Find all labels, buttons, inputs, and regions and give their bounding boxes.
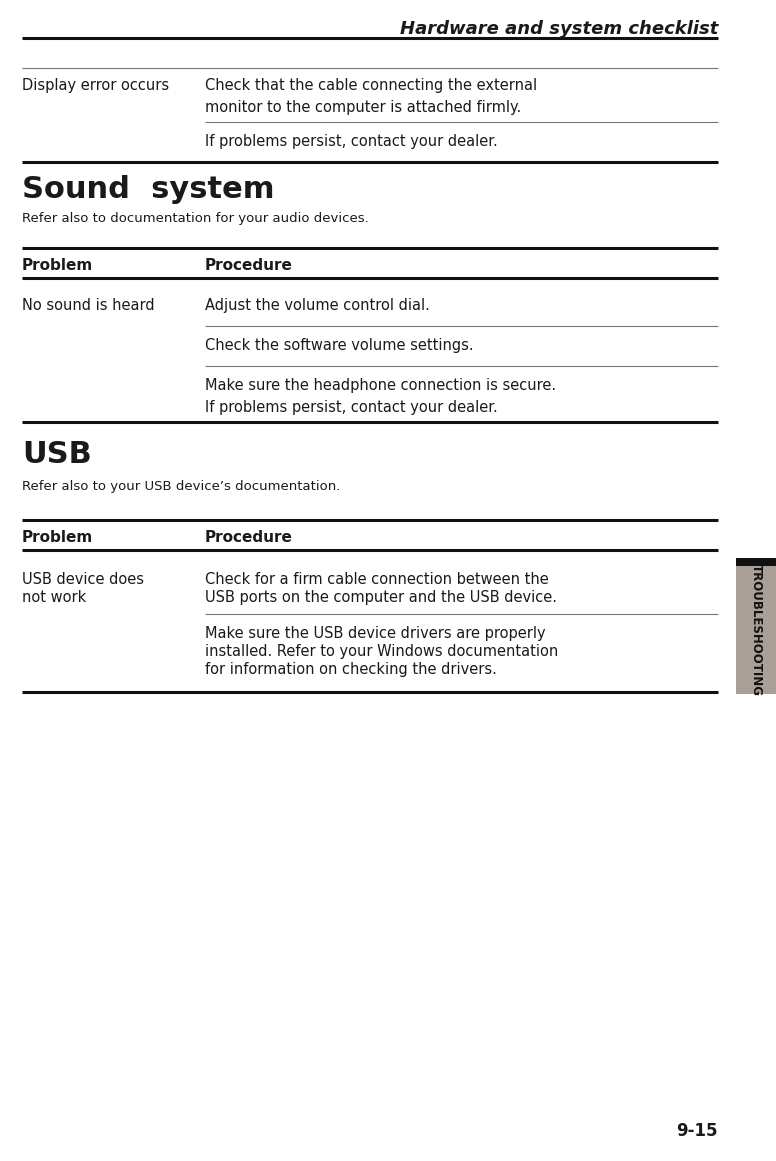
Text: installed. Refer to your Windows documentation: installed. Refer to your Windows documen…: [205, 644, 558, 659]
Text: USB: USB: [22, 440, 92, 469]
Text: USB device does: USB device does: [22, 572, 144, 587]
Text: Procedure: Procedure: [205, 258, 293, 273]
Text: If problems persist, contact your dealer.: If problems persist, contact your dealer…: [205, 401, 497, 414]
Text: Problem: Problem: [22, 258, 93, 273]
Text: Check the software volume settings.: Check the software volume settings.: [205, 338, 473, 353]
Bar: [736, 567, 776, 694]
Text: USB ports on the computer and the USB device.: USB ports on the computer and the USB de…: [205, 590, 557, 605]
Text: No sound is heard: No sound is heard: [22, 298, 154, 313]
Text: 9-15: 9-15: [677, 1122, 718, 1140]
Text: Procedure: Procedure: [205, 531, 293, 545]
Text: for information on checking the drivers.: for information on checking the drivers.: [205, 662, 497, 677]
Text: not work: not work: [22, 590, 86, 605]
Text: Check for a firm cable connection between the: Check for a firm cable connection betwee…: [205, 572, 549, 587]
Text: Hardware and system checklist: Hardware and system checklist: [400, 20, 718, 38]
Text: Make sure the USB device drivers are properly: Make sure the USB device drivers are pro…: [205, 626, 546, 641]
Text: TROUBLESHOOTING: TROUBLESHOOTING: [750, 564, 763, 695]
Text: Adjust the volume control dial.: Adjust the volume control dial.: [205, 298, 430, 313]
Text: Sound  system: Sound system: [22, 175, 275, 204]
Text: Refer also to your USB device’s documentation.: Refer also to your USB device’s document…: [22, 479, 341, 493]
Text: Make sure the headphone connection is secure.: Make sure the headphone connection is se…: [205, 378, 556, 394]
Text: If problems persist, contact your dealer.: If problems persist, contact your dealer…: [205, 134, 497, 149]
Text: Refer also to documentation for your audio devices.: Refer also to documentation for your aud…: [22, 212, 369, 225]
Text: Display error occurs: Display error occurs: [22, 78, 169, 93]
Text: Problem: Problem: [22, 531, 93, 545]
Bar: [736, 558, 776, 567]
Text: Check that the cable connecting the external: Check that the cable connecting the exte…: [205, 78, 537, 93]
Text: monitor to the computer is attached firmly.: monitor to the computer is attached firm…: [205, 100, 521, 115]
